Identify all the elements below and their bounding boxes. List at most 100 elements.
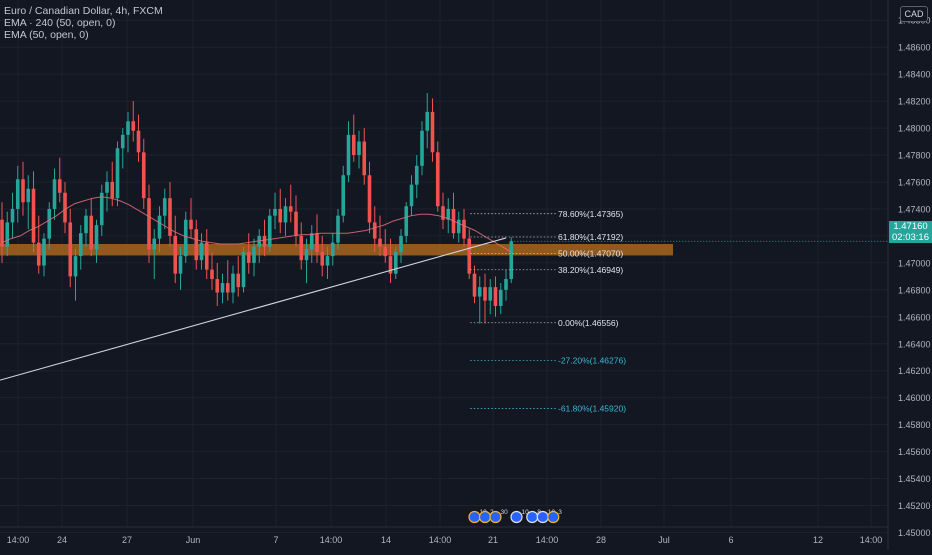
- candle[interactable]: [84, 215, 88, 234]
- candle[interactable]: [362, 141, 367, 176]
- candle[interactable]: [168, 198, 172, 236]
- candle[interactable]: [110, 181, 115, 199]
- candle[interactable]: [147, 198, 151, 250]
- legend-symbol[interactable]: Euro / Canadian Dollar, 4h, FXCM: [4, 5, 163, 17]
- candle[interactable]: [63, 192, 67, 223]
- ema-line[interactable]: [1, 196, 512, 253]
- candle[interactable]: [57, 179, 62, 193]
- candle[interactable]: [330, 242, 335, 257]
- candle[interactable]: [52, 179, 57, 209]
- candle[interactable]: [467, 238, 472, 274]
- candle[interactable]: [336, 215, 340, 243]
- candle[interactable]: [47, 208, 52, 239]
- candle[interactable]: [0, 219, 4, 247]
- event-marker[interactable]: [468, 510, 481, 524]
- candle[interactable]: [246, 252, 251, 263]
- candle[interactable]: [236, 273, 241, 288]
- candle[interactable]: [105, 181, 109, 193]
- candle[interactable]: [351, 134, 356, 156]
- candle[interactable]: [488, 287, 493, 301]
- candle[interactable]: [136, 130, 141, 153]
- candle[interactable]: [399, 235, 403, 253]
- legend-ema-240[interactable]: EMA · 240 (50, open, 0): [4, 17, 116, 29]
- candle[interactable]: [73, 256, 78, 277]
- trendline[interactable]: [0, 237, 507, 381]
- candle[interactable]: [425, 111, 430, 131]
- candle[interactable]: [504, 279, 508, 290]
- candle[interactable]: [383, 246, 388, 257]
- candle[interactable]: [262, 235, 267, 247]
- candle[interactable]: [173, 235, 178, 274]
- candle[interactable]: [5, 222, 10, 247]
- candle[interactable]: [288, 206, 293, 212]
- support-zone[interactable]: [0, 243, 673, 256]
- candle[interactable]: [36, 242, 41, 266]
- candle[interactable]: [178, 256, 183, 274]
- candle[interactable]: [341, 175, 346, 216]
- candle[interactable]: [299, 235, 304, 261]
- legend-ema-50[interactable]: EMA (50, open, 0): [4, 29, 89, 41]
- candle[interactable]: [94, 225, 99, 250]
- candle[interactable]: [304, 249, 309, 261]
- event-marker[interactable]: [536, 510, 549, 524]
- candle[interactable]: [194, 229, 199, 261]
- candle[interactable]: [367, 175, 372, 223]
- candle[interactable]: [189, 219, 193, 230]
- currency-badge[interactable]: CAD: [900, 6, 928, 22]
- event-marker[interactable]: [547, 510, 560, 524]
- candle[interactable]: [378, 238, 382, 247]
- candle[interactable]: [15, 179, 20, 209]
- candle[interactable]: [89, 215, 94, 250]
- candle[interactable]: [157, 215, 162, 239]
- candle[interactable]: [267, 215, 272, 247]
- candle[interactable]: [346, 134, 351, 176]
- candle[interactable]: [68, 222, 73, 277]
- candle[interactable]: [225, 283, 230, 293]
- candle[interactable]: [42, 238, 46, 266]
- candle[interactable]: [273, 208, 277, 216]
- candle[interactable]: [126, 121, 130, 135]
- candle[interactable]: [472, 273, 477, 297]
- candle[interactable]: [409, 184, 414, 207]
- candle[interactable]: [477, 287, 482, 297]
- candle[interactable]: [435, 152, 440, 207]
- candle[interactable]: [309, 233, 314, 250]
- candle[interactable]: [199, 242, 204, 261]
- candle[interactable]: [441, 206, 445, 220]
- candle[interactable]: [26, 188, 31, 203]
- candle[interactable]: [141, 152, 146, 199]
- candle[interactable]: [493, 287, 498, 307]
- candle[interactable]: [252, 246, 256, 263]
- event-marker[interactable]: [489, 510, 502, 524]
- candle[interactable]: [294, 211, 298, 236]
- candle[interactable]: [509, 241, 514, 280]
- event-marker[interactable]: [510, 510, 523, 524]
- candle[interactable]: [315, 233, 319, 253]
- candle[interactable]: [278, 208, 283, 223]
- candle[interactable]: [231, 273, 235, 293]
- candle[interactable]: [31, 188, 36, 243]
- candle[interactable]: [414, 165, 419, 185]
- candle[interactable]: [78, 233, 83, 257]
- candle[interactable]: [393, 252, 398, 274]
- candle[interactable]: [430, 111, 435, 153]
- candle[interactable]: [462, 219, 466, 239]
- candle[interactable]: [204, 242, 209, 270]
- candle[interactable]: [283, 206, 288, 223]
- candle[interactable]: [372, 222, 377, 239]
- candle[interactable]: [420, 130, 424, 166]
- candle[interactable]: [456, 219, 461, 234]
- candle[interactable]: [210, 269, 214, 280]
- event-marker[interactable]: [478, 510, 492, 524]
- candle[interactable]: [120, 134, 125, 149]
- event-marker[interactable]: [526, 510, 539, 524]
- candle[interactable]: [215, 279, 220, 293]
- candle[interactable]: [10, 208, 15, 223]
- candle[interactable]: [404, 206, 409, 236]
- candle[interactable]: [99, 192, 104, 226]
- candle[interactable]: [115, 148, 120, 199]
- candle[interactable]: [388, 256, 393, 274]
- candle[interactable]: [320, 252, 325, 266]
